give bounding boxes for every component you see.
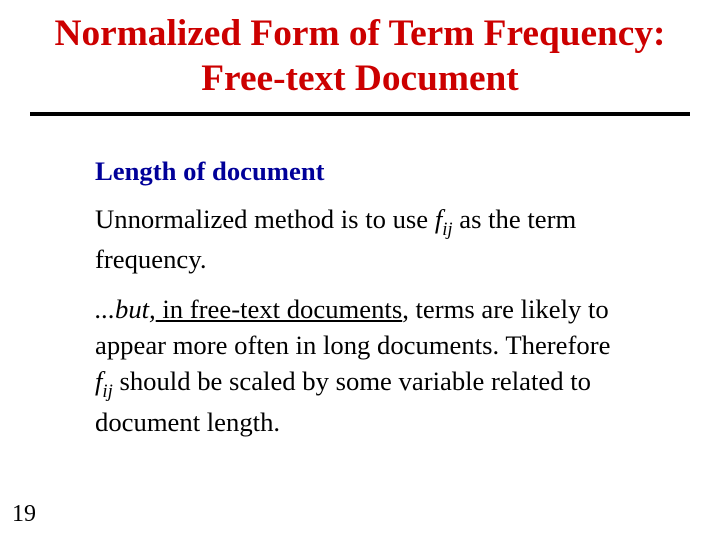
p2-sub: ij [102, 381, 112, 402]
paragraph-1: Unnormalized method is to use fij as the… [95, 201, 630, 278]
p1-sub: ij [442, 219, 452, 240]
p1-pre: Unnormalized method is to use [95, 204, 435, 234]
paragraph-2: ...but, in free-text documents, terms ar… [95, 291, 630, 440]
subheading-length: Length of document [95, 156, 630, 187]
slide-title: Normalized Form of Term Frequency: Free-… [0, 0, 720, 102]
p2-tail: should be scaled by some variable relate… [95, 366, 591, 437]
title-line-1: Normalized Form of Term Frequency: [0, 12, 720, 57]
p2-lead: ...but, [95, 294, 156, 324]
page-number: 19 [12, 501, 36, 528]
title-line-2: Free-text Document [0, 57, 720, 102]
content-area: Length of document Unnormalized method i… [0, 116, 720, 440]
p2-underlined: in free-text documents [156, 294, 402, 324]
